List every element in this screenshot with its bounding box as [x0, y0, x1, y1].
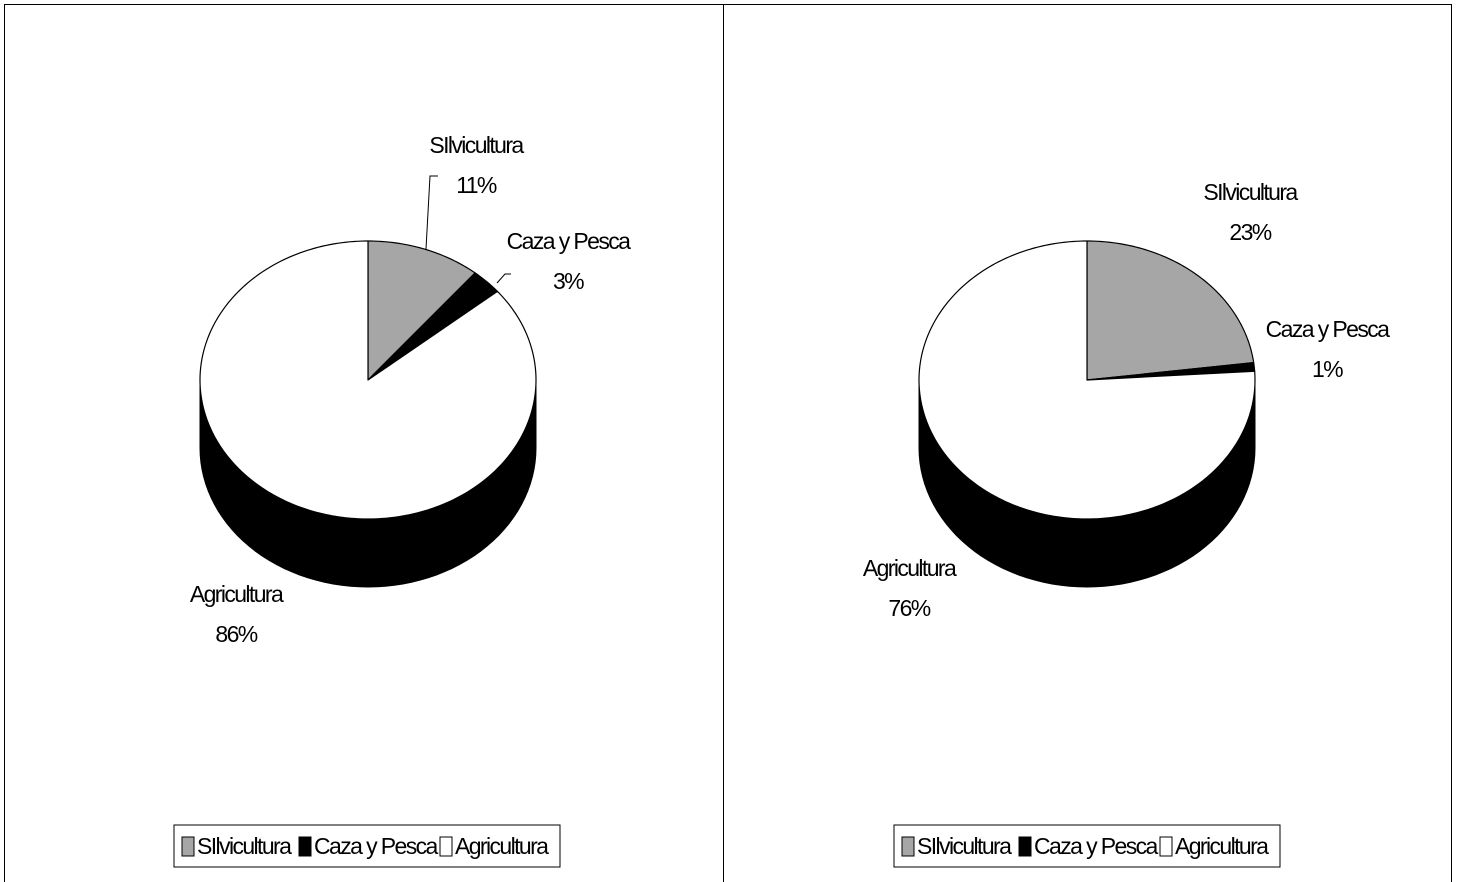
- data-label-value: 1%: [1312, 356, 1343, 382]
- legend-label: SIlvicultura: [917, 833, 1012, 859]
- pie-slice-silvicultura: [1086, 240, 1255, 381]
- legend-swatch: [298, 836, 312, 857]
- data-label-silvicultura: SIlvicultura 23%: [1203, 179, 1300, 245]
- legend-label: Caza y Pesca: [1034, 833, 1159, 859]
- legend-item-agricultura: Agricultura: [439, 833, 551, 859]
- legend: SIlvicultura Caza y Pesca Agricultura: [173, 824, 561, 868]
- data-label-name: Agricultura: [190, 581, 284, 607]
- data-label-value: 3%: [553, 268, 584, 294]
- legend-box: [893, 824, 1281, 868]
- legend-swatch: [901, 836, 915, 857]
- data-label-name: SIlvicultura: [1203, 179, 1298, 205]
- legend-swatch: [181, 836, 195, 857]
- legend-label: Agricultura: [1175, 833, 1269, 859]
- data-label-agricultura: Agricultura 76%: [863, 555, 959, 621]
- pie-slice-agricultura: [918, 240, 1256, 520]
- data-label-name: SIlvicultura: [429, 132, 524, 158]
- outer-frame: [4, 4, 1452, 882]
- legend-label: Caza y Pesca: [314, 833, 439, 859]
- leader-line-silvicultura: [425, 175, 438, 250]
- leader-line-caza-y-pesca: [496, 273, 511, 284]
- data-label-value: 86%: [215, 621, 257, 647]
- data-label-silvicultura: SIlvicultura 11%: [429, 132, 526, 198]
- legend-item-silvicultura: SIlvicultura: [901, 833, 1014, 859]
- data-label-agricultura: Agricultura 86%: [190, 581, 286, 647]
- pie-slice-caza-y-pesca: [1086, 361, 1256, 381]
- legend-swatch: [1018, 836, 1032, 857]
- pie-chart-left: SIlvicultura 11% Caza y Pesca 3% Agricultura…: [173, 132, 633, 868]
- legend: SIlvicultura Caza y Pesca Agricultura: [893, 824, 1281, 868]
- legend-item-caza-y-pesca: Caza y Pesca: [1018, 833, 1160, 859]
- data-label-name: Agricultura: [863, 555, 957, 581]
- legend-item-caza-y-pesca: Caza y Pesca: [298, 833, 440, 859]
- data-label-name: Caza y Pesca: [1266, 316, 1391, 342]
- legend-item-agricultura: Agricultura: [1159, 833, 1271, 859]
- pie-slice-agricultura: [199, 240, 537, 520]
- data-label-value: 76%: [888, 595, 930, 621]
- legend-label: Agricultura: [455, 833, 549, 859]
- pie-slice-silvicultura: [367, 240, 476, 381]
- data-label-value: 23%: [1229, 219, 1271, 245]
- legend-box: [173, 824, 561, 868]
- data-label-value: 11%: [456, 172, 497, 198]
- pie-chart-right: SIlvicultura 23% Caza y Pesca 1% Agricultura…: [863, 179, 1392, 868]
- pie-slice-caza-y-pesca: [367, 272, 499, 381]
- legend-swatch: [439, 836, 453, 857]
- legend-swatch: [1159, 836, 1173, 857]
- data-label-caza-y-pesca: Caza y Pesca 3%: [507, 228, 633, 294]
- legend-label: SIlvicultura: [197, 833, 292, 859]
- data-label-caza-y-pesca: Caza y Pesca 1%: [1266, 316, 1392, 382]
- legend-item-silvicultura: SIlvicultura: [181, 833, 294, 859]
- data-label-name: Caza y Pesca: [507, 228, 632, 254]
- panel-divider: [723, 4, 724, 882]
